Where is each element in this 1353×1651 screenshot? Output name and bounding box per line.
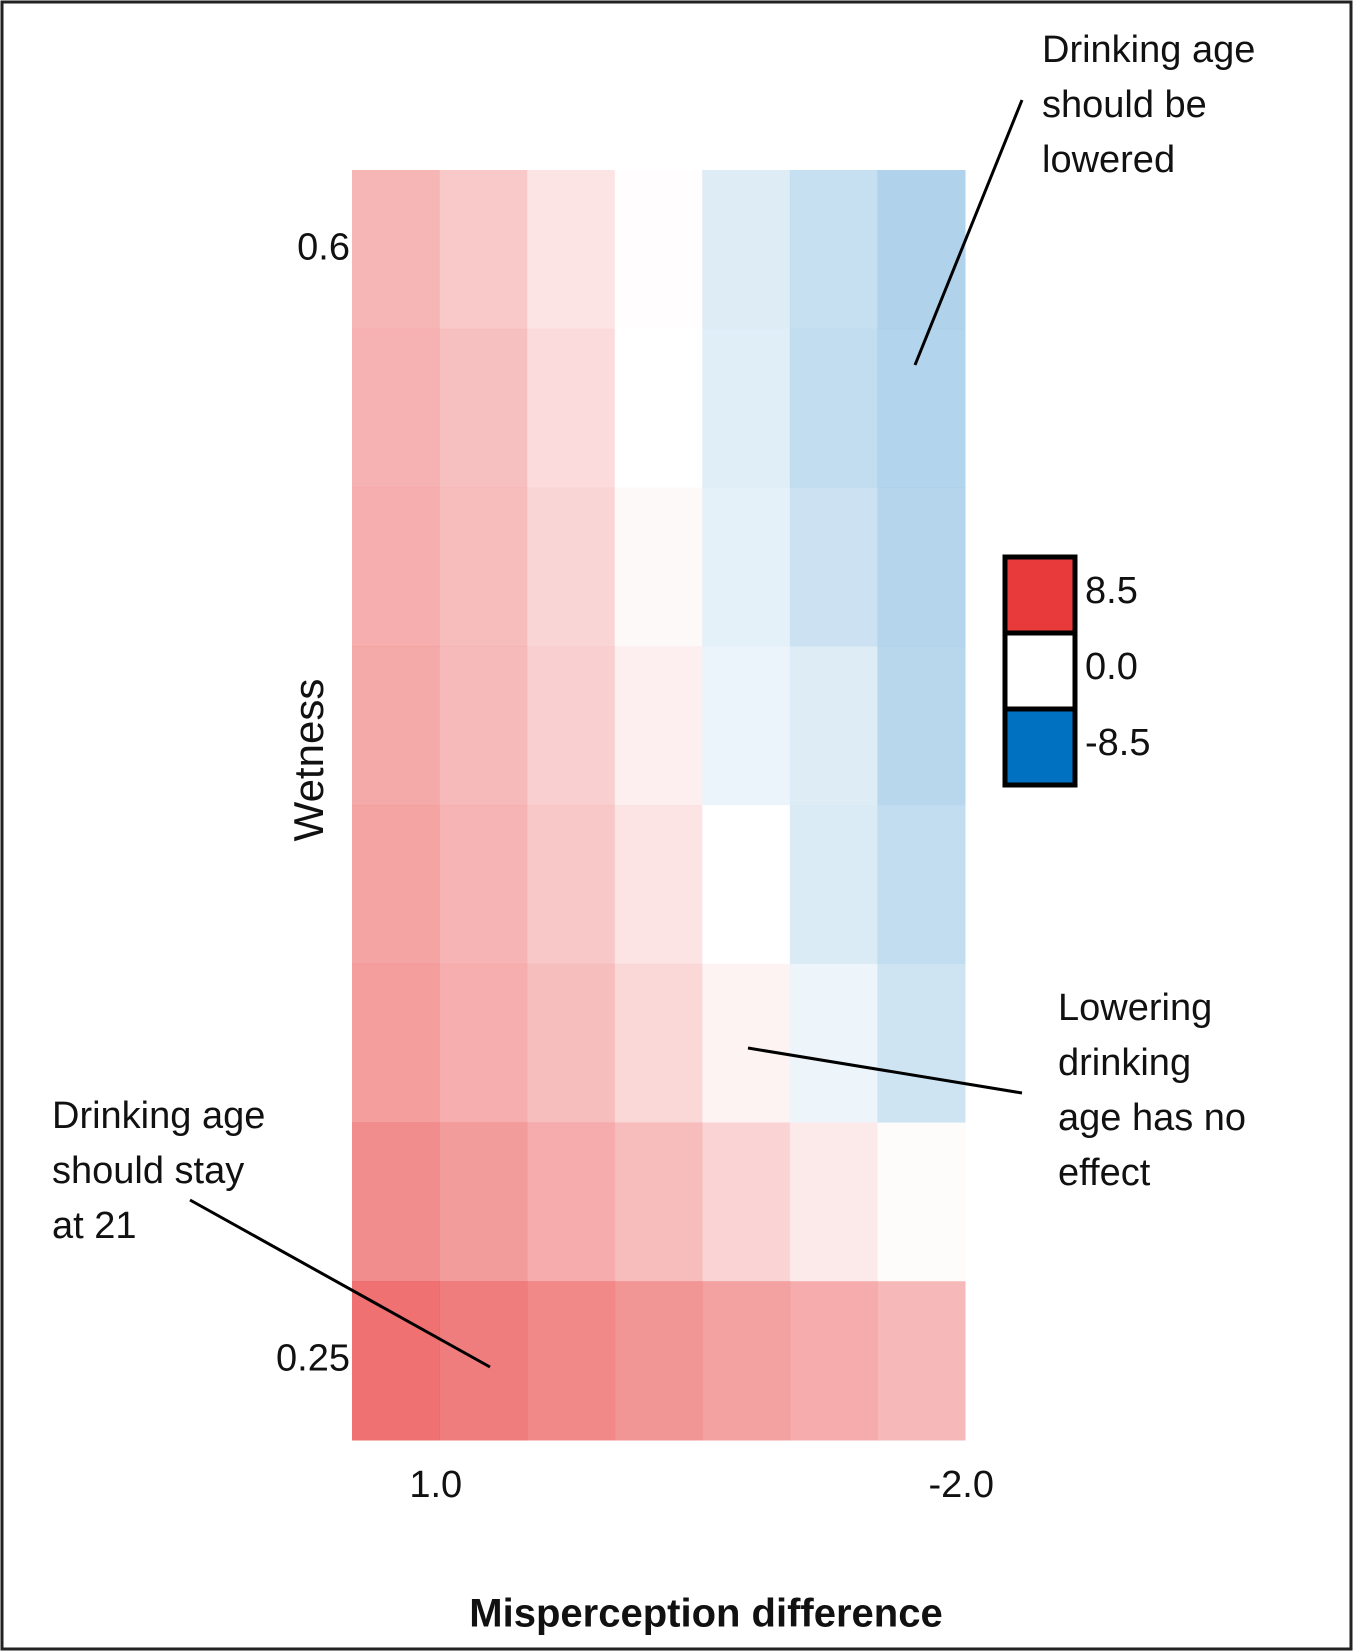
annotation-text: Drinking age bbox=[52, 1095, 265, 1137]
heatmap-cell bbox=[352, 1281, 441, 1441]
heatmap-cell bbox=[614, 1122, 703, 1282]
heatmap-cell bbox=[352, 646, 441, 806]
colorbar-box bbox=[1002, 630, 1078, 712]
heatmap-cell bbox=[614, 170, 703, 330]
heatmap-cell bbox=[439, 170, 528, 330]
heatmap-cell bbox=[439, 328, 528, 488]
heatmap-cell bbox=[614, 646, 703, 806]
heatmap-cell bbox=[527, 1122, 616, 1282]
heatmap-cell bbox=[877, 1281, 966, 1441]
heatmap-cell bbox=[439, 1122, 528, 1282]
heatmap-cell bbox=[702, 1122, 791, 1282]
colorbar-box bbox=[1002, 554, 1078, 636]
heatmap-cell bbox=[789, 487, 878, 647]
heatmap-cell bbox=[352, 1122, 441, 1282]
x-tick-label: 1.0 bbox=[409, 1464, 462, 1506]
heatmap-cell bbox=[789, 805, 878, 965]
annotation-leader bbox=[189, 1198, 491, 1369]
heatmap-cell bbox=[702, 487, 791, 647]
heatmap-cell bbox=[352, 805, 441, 965]
annotation-leader bbox=[747, 1046, 1023, 1095]
heatmap-cell bbox=[352, 487, 441, 647]
annotation-text: age has no bbox=[1058, 1097, 1246, 1139]
annotation-leader bbox=[913, 99, 1024, 366]
heatmap-cell bbox=[702, 328, 791, 488]
y-axis-label: Wetness bbox=[285, 679, 332, 842]
heatmap-cell bbox=[439, 963, 528, 1123]
x-axis-label: Misperception difference bbox=[469, 1592, 942, 1636]
heatmap-cell bbox=[439, 805, 528, 965]
heatmap-cell bbox=[527, 1281, 616, 1441]
heatmap-cell bbox=[789, 963, 878, 1123]
heatmap-cell bbox=[877, 170, 966, 330]
heatmap-cell bbox=[702, 646, 791, 806]
heatmap-cell bbox=[702, 963, 791, 1123]
heatmap-cell bbox=[352, 963, 441, 1123]
heatmap-cell bbox=[877, 646, 966, 806]
heatmap-cell bbox=[614, 963, 703, 1123]
heatmap-cell bbox=[439, 1281, 528, 1441]
heatmap-cell bbox=[789, 1281, 878, 1441]
heatmap-cell bbox=[789, 170, 878, 330]
heatmap-cell bbox=[877, 328, 966, 488]
x-tick-label: -2.0 bbox=[928, 1464, 993, 1506]
heatmap-cell bbox=[614, 1281, 703, 1441]
colorbar-box bbox=[1002, 706, 1078, 788]
y-tick-label: 0.6 bbox=[297, 226, 350, 268]
heatmap-cell bbox=[614, 328, 703, 488]
heatmap-cell bbox=[527, 963, 616, 1123]
annotation-text: lowered bbox=[1042, 139, 1175, 181]
annotation-text: drinking bbox=[1058, 1042, 1191, 1084]
heatmap-cell bbox=[877, 487, 966, 647]
colorbar-label: 8.5 bbox=[1085, 570, 1138, 612]
annotation-text: effect bbox=[1058, 1152, 1151, 1194]
heatmap-cell bbox=[877, 805, 966, 965]
heatmap-cell bbox=[527, 487, 616, 647]
heatmap-cell bbox=[352, 170, 441, 330]
heatmap-cell bbox=[702, 1281, 791, 1441]
heatmap-cell bbox=[527, 328, 616, 488]
heatmap-cell bbox=[702, 805, 791, 965]
heatmap-cell bbox=[789, 1122, 878, 1282]
heatmap-cell bbox=[527, 805, 616, 965]
heatmap-cell bbox=[352, 328, 441, 488]
annotation-text: Drinking age bbox=[1042, 29, 1255, 71]
heatmap-cell bbox=[527, 646, 616, 806]
heatmap-cell bbox=[614, 805, 703, 965]
y-tick-label: 0.25 bbox=[276, 1338, 350, 1380]
heatmap-cell bbox=[789, 646, 878, 806]
heatmap-cell bbox=[614, 487, 703, 647]
heatmap-cell bbox=[527, 170, 616, 330]
heatmap-cell bbox=[877, 1122, 966, 1282]
heatmap-cell bbox=[439, 646, 528, 806]
heatmap-cell bbox=[439, 487, 528, 647]
annotation-text: Lowering bbox=[1058, 987, 1212, 1029]
colorbar-label: -8.5 bbox=[1085, 722, 1150, 764]
annotation-text: should be bbox=[1042, 84, 1207, 126]
annotation-text: at 21 bbox=[52, 1205, 137, 1247]
annotation-text: should stay bbox=[52, 1150, 244, 1192]
heatmap-cell bbox=[877, 963, 966, 1123]
heatmap-cell bbox=[789, 328, 878, 488]
colorbar-label: 0.0 bbox=[1085, 646, 1138, 688]
heatmap-cell bbox=[702, 170, 791, 330]
